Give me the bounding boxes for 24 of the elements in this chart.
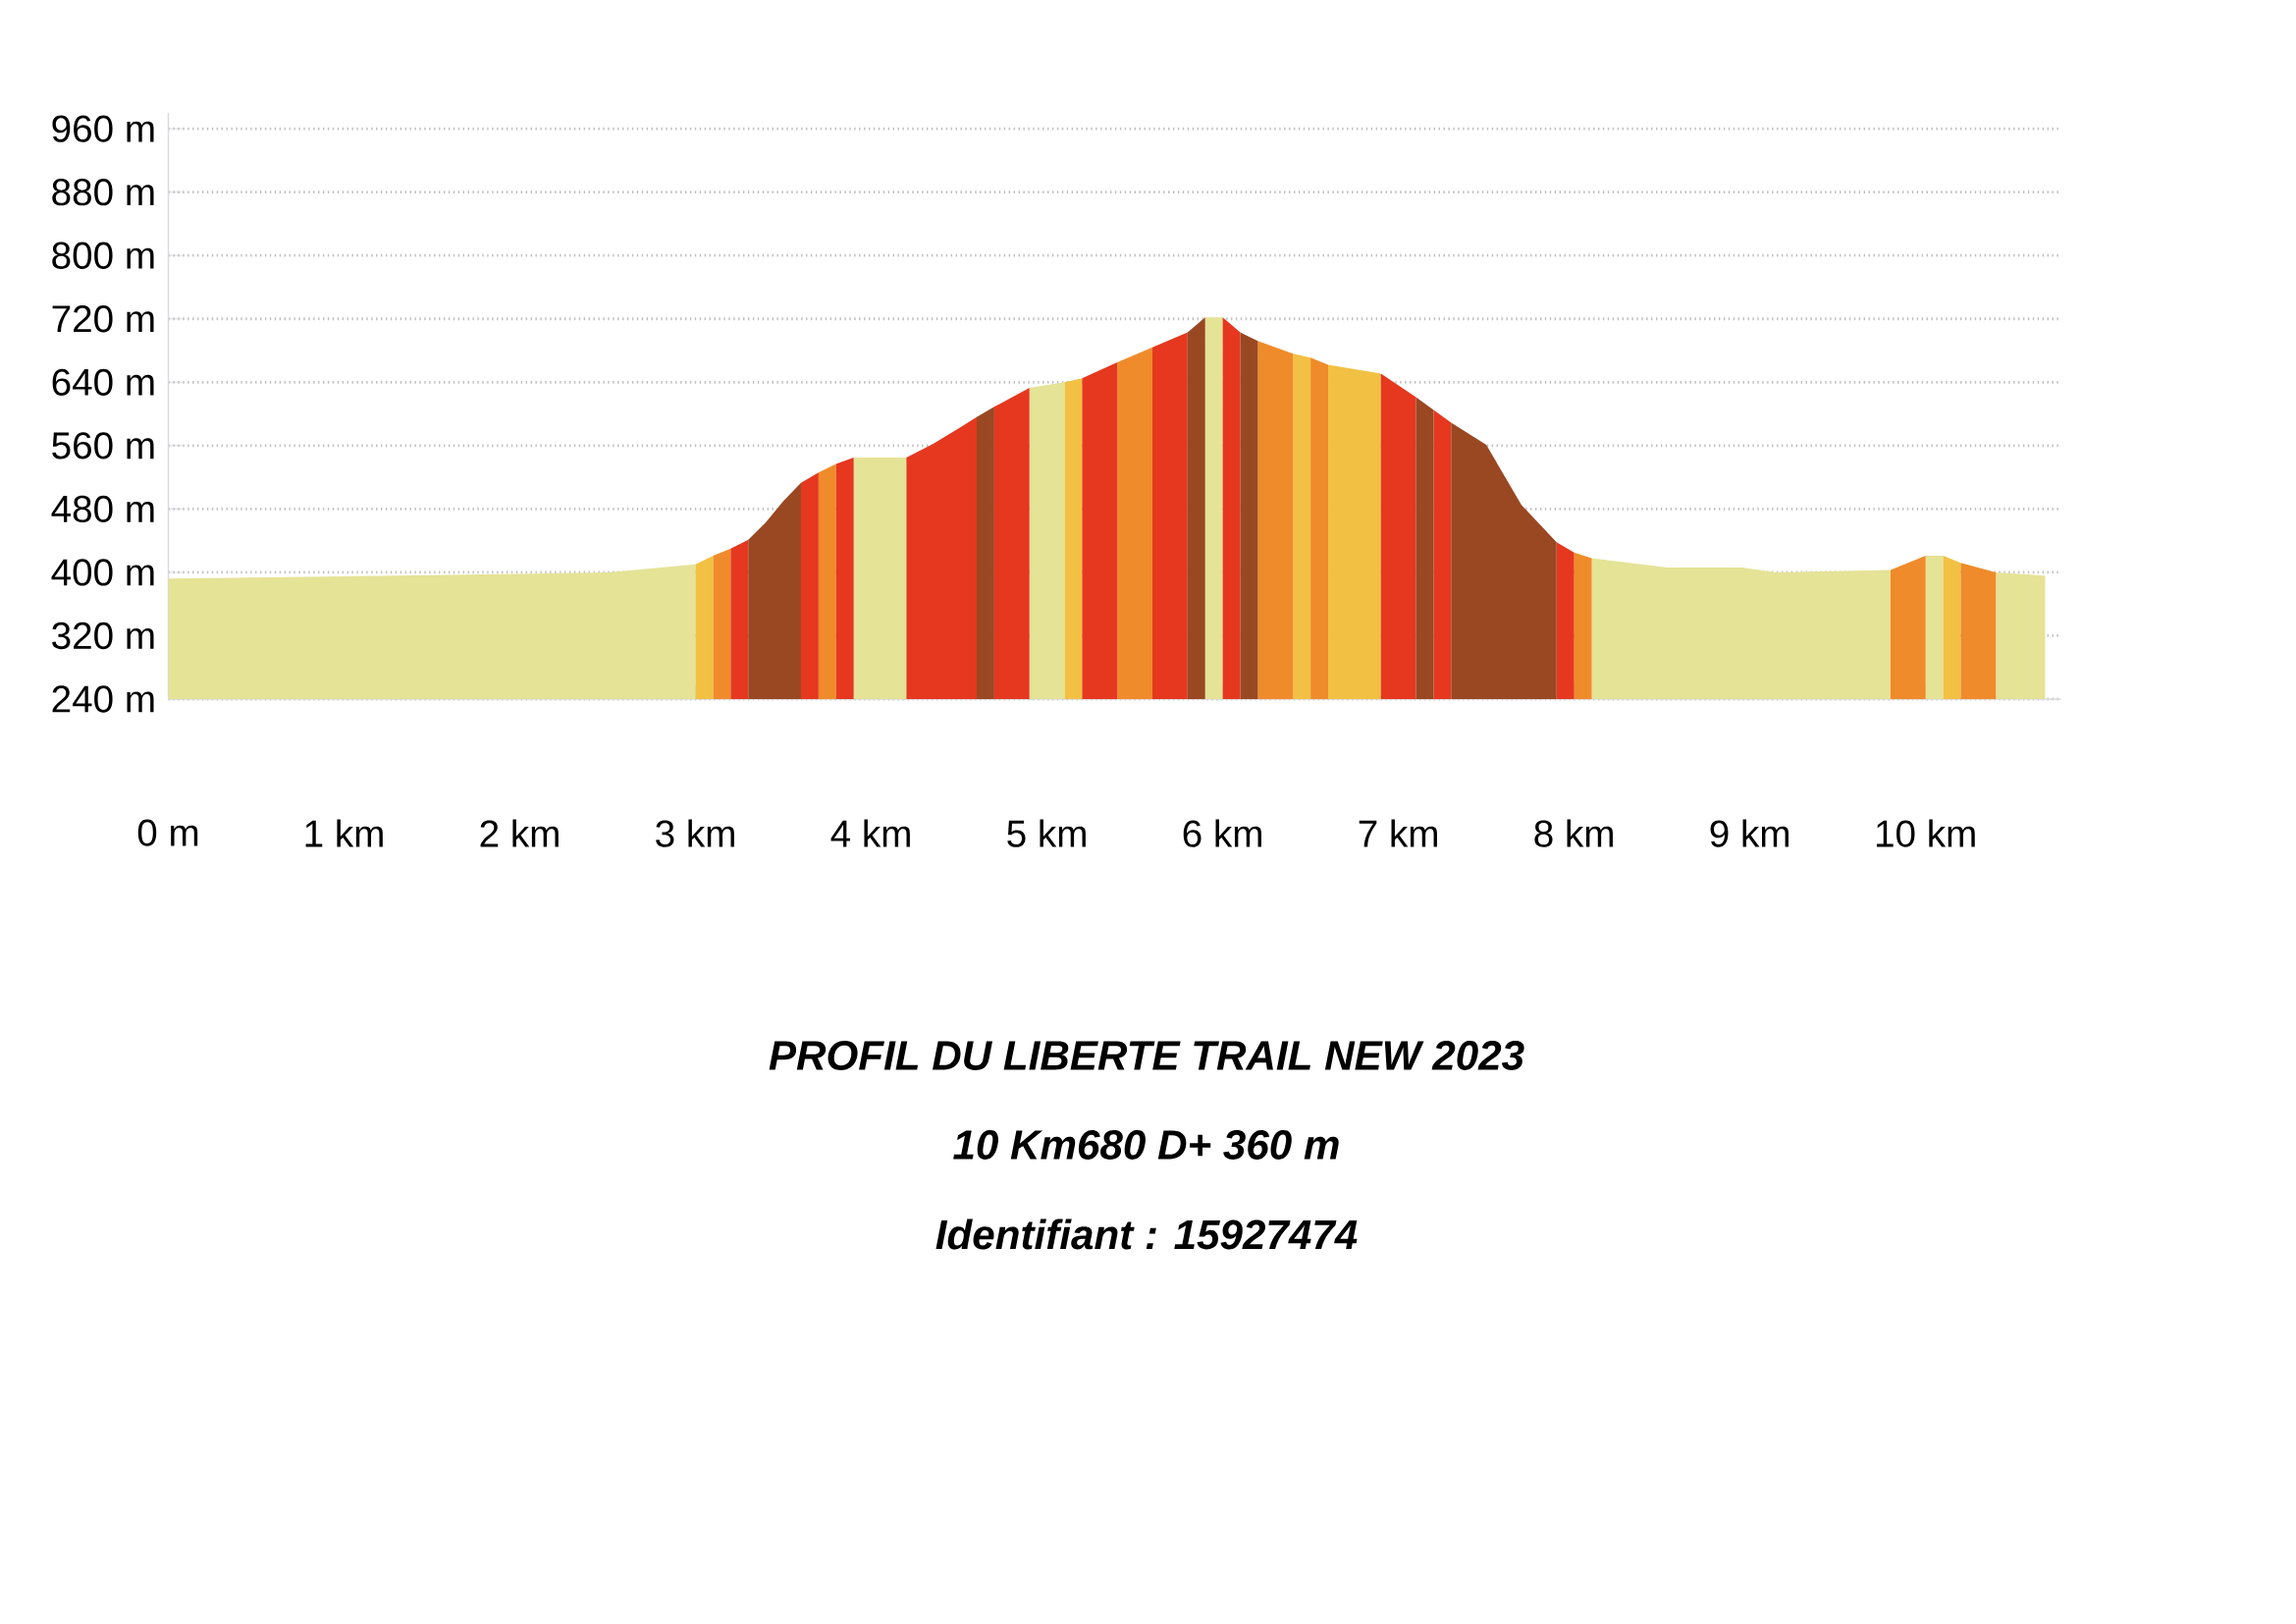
x-tick-label: 9 km xyxy=(1710,819,1789,847)
x-tick-label: 1 km xyxy=(305,819,383,847)
text: 10 Km680 D+ 360 m xyxy=(953,1130,1339,1160)
x-tick-label: 0 m xyxy=(137,819,198,846)
y-tick-label: 240 m xyxy=(52,685,154,713)
y-tick-label: 480 m xyxy=(51,495,154,523)
y-tick-label: 560 m xyxy=(52,432,154,460)
x-tick-label: 10 km xyxy=(1876,819,1975,847)
x-tick-label: 5 km xyxy=(1007,819,1086,847)
y-tick-label: 320 m xyxy=(52,622,154,650)
x-tick-label: 4 km xyxy=(830,819,910,847)
x-tick-label: 7 km xyxy=(1359,819,1437,847)
y-tick-label: 400 m xyxy=(51,559,154,586)
y-tick-label: 960 m xyxy=(52,115,154,142)
y-tick-label: 720 m xyxy=(52,305,154,333)
y-tick-label: 640 m xyxy=(52,368,154,396)
text: Identifiant : 15927474 xyxy=(935,1218,1358,1250)
x-tick-label: 6 km xyxy=(1183,819,1261,847)
text: PROFIL DU LIBERTE TRAIL NEW 2023 xyxy=(769,1041,1524,1070)
x-tick-label: 8 km xyxy=(1534,819,1613,847)
y-tick-label: 800 m xyxy=(52,242,154,269)
x-tick-label: 2 km xyxy=(480,819,559,847)
y-tick-label: 880 m xyxy=(52,179,154,206)
x-tick-label: 3 km xyxy=(656,819,734,847)
